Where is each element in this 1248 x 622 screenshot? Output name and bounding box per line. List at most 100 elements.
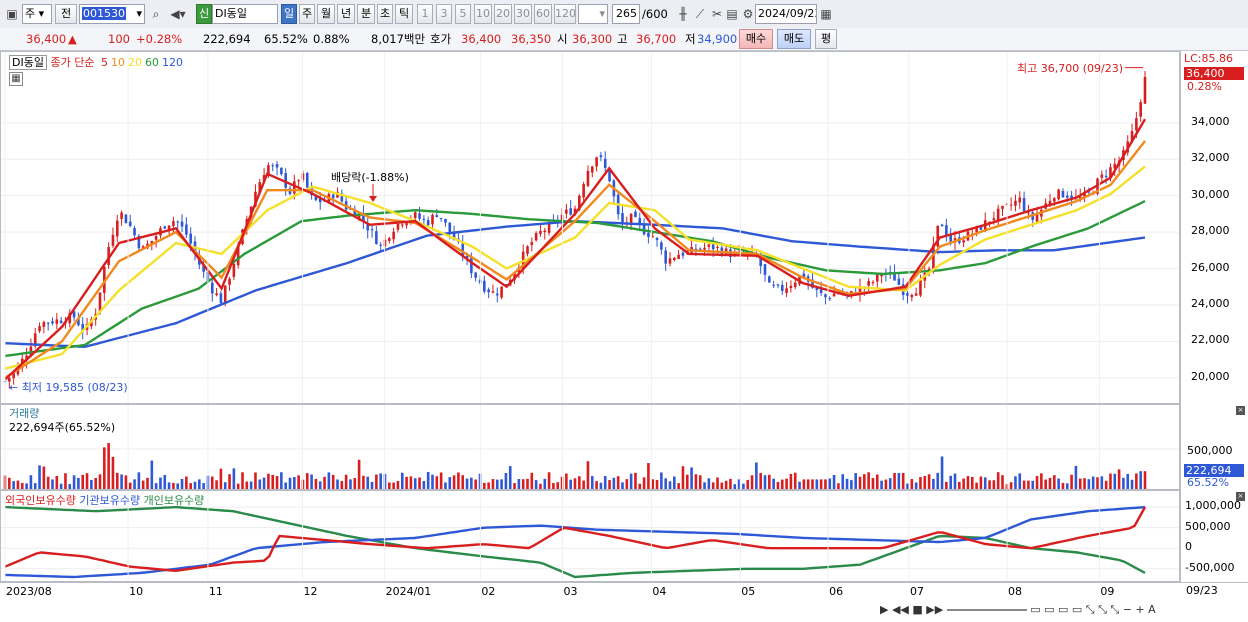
zoom-in-icon[interactable]: + [1135, 603, 1145, 616]
volume-bar [400, 472, 404, 489]
interval-1[interactable]: 1 [417, 4, 433, 24]
sell-button[interactable]: 매도 [777, 29, 811, 49]
candle-body [1104, 175, 1108, 177]
buy-button[interactable]: 매수 [739, 29, 773, 49]
period-tab-second[interactable]: 초 [377, 4, 393, 24]
volume-bar [318, 481, 322, 489]
volume-bar [517, 478, 521, 489]
interval-3[interactable]: 3 [436, 4, 452, 24]
close-icon[interactable]: × [1236, 406, 1245, 415]
count-input[interactable]: 265 [612, 4, 640, 24]
candle-body [461, 242, 465, 256]
calendar-icon[interactable]: ▦ [820, 7, 832, 21]
stock-code-input[interactable]: 001530 ▾ [79, 4, 145, 24]
indicator-icons[interactable]: ⤡ ⤡ ⤡ [1085, 603, 1120, 616]
volume-bar [254, 472, 257, 489]
candle-body [1087, 191, 1091, 193]
stock-name-field[interactable]: DI동일 [212, 4, 278, 24]
zoom-slider[interactable] [946, 609, 1027, 611]
candle-icon[interactable]: ╫ [679, 7, 687, 21]
period-tab-day[interactable]: 일 [281, 4, 297, 24]
interval-30[interactable]: 30 [514, 4, 532, 24]
candle-body [1139, 102, 1142, 117]
volume-bar [508, 466, 512, 489]
interval-custom-select[interactable]: ▾ [578, 4, 608, 24]
candle-body [362, 213, 365, 222]
candle-body [815, 287, 819, 290]
tools-icon[interactable]: ✂ [711, 7, 723, 21]
stop-icon[interactable]: ■ [912, 603, 923, 616]
interval-10[interactable]: 10 [474, 4, 492, 24]
candle-body [370, 229, 374, 231]
volume-bar [42, 466, 46, 489]
candle-body [103, 266, 106, 293]
prev-button[interactable]: 전 [55, 4, 77, 24]
volume-bar [772, 478, 775, 489]
date-input[interactable]: 2024/09/23 [755, 4, 817, 24]
window-menu-icon[interactable]: ▣ [6, 7, 18, 21]
open-value: 36,300 [572, 32, 613, 46]
period-type-select[interactable]: 주 ▾ [22, 4, 52, 24]
price-chart-panel[interactable]: DI동일 종가 단순 5 10 20 60 120 ▦ 최고 36,700 (09/23… [0, 51, 1180, 404]
legend-ma-periods: 5 10 20 60 120 [98, 56, 183, 69]
volume-bar [1018, 473, 1022, 489]
candle-body [996, 208, 1000, 221]
volume-bar [547, 472, 551, 489]
zoom-out-icon[interactable]: − [1122, 603, 1132, 616]
period-tab-year[interactable]: 년 [337, 4, 355, 24]
interval-5[interactable]: 5 [455, 4, 471, 24]
interval-120[interactable]: 120 [554, 4, 576, 24]
speaker-icon[interactable]: ◀▾ [170, 7, 186, 21]
period-tab-month[interactable]: 월 [317, 4, 335, 24]
gear-icon[interactable]: ⚙ [742, 7, 754, 21]
volume-bar [901, 473, 905, 489]
forward-icon[interactable]: ▶▶ [926, 603, 944, 616]
volume-bar [275, 476, 279, 489]
save-icon[interactable]: ▤ [726, 7, 738, 21]
font-icon[interactable]: A [1148, 603, 1156, 616]
volume-bar [189, 483, 192, 489]
candle-body [660, 242, 663, 250]
volume-bar [1009, 482, 1013, 489]
legend-stock-name[interactable]: DI동일 [9, 55, 47, 70]
volume-bar [327, 472, 331, 489]
volume-bar [293, 477, 296, 489]
rewind-icon[interactable]: ◀◀ [891, 603, 909, 616]
volume-bar [1130, 479, 1134, 489]
volume-bar [634, 472, 637, 489]
price-tick-label: 32,000 [1191, 151, 1230, 165]
volume-bar [651, 479, 655, 489]
holding-legend: 외국인보유수량 기관보유수량 개인보유수량 [5, 492, 204, 508]
candle-body [940, 224, 944, 227]
volume-bar [811, 479, 814, 489]
period-tab-week[interactable]: 주 [299, 4, 315, 24]
data-grid-icon[interactable]: ▦ [9, 72, 23, 86]
volume-bar [716, 477, 719, 489]
candle-body [539, 230, 542, 234]
interval-60[interactable]: 60 [534, 4, 552, 24]
volume-panel[interactable]: 거래량 222,694주(65.52%) [0, 404, 1180, 490]
period-tab-minute[interactable]: 분 [357, 4, 375, 24]
search-icon[interactable]: ⌕ [152, 7, 160, 21]
evaluate-button[interactable]: 평 [815, 29, 837, 49]
candle-body [55, 319, 59, 324]
holding-panel[interactable]: 외국인보유수량 기관보유수량 개인보유수량 [0, 490, 1180, 582]
x-axis-label: 07 [910, 585, 925, 598]
volume-bar [98, 474, 102, 489]
main-toolbar: ▣ 주 ▾ 전 001530 ▾ ⌕ ◀▾ 신 DI동일 일 주 월 년 분 초 … [0, 0, 1248, 29]
play-icon[interactable]: ▶ [880, 603, 889, 616]
candle-body [945, 225, 948, 236]
period-tab-tick[interactable]: 틱 [395, 4, 413, 24]
volume-bar [1074, 465, 1078, 489]
volume-bar [828, 478, 832, 489]
layout-icons[interactable]: ▭ ▭ ▭ ▭ [1030, 603, 1083, 616]
candle-body [716, 246, 719, 248]
draw-icon[interactable]: ⟋ [695, 7, 705, 21]
volume-bar [854, 473, 857, 489]
volume-value-label: 222,694주(65.52%) [9, 421, 116, 434]
volume-bar [780, 479, 784, 489]
volume-chart [1, 405, 1179, 489]
interval-20[interactable]: 20 [494, 4, 512, 24]
x-axis-label: 10 [129, 585, 144, 598]
close-icon[interactable]: × [1236, 492, 1245, 501]
